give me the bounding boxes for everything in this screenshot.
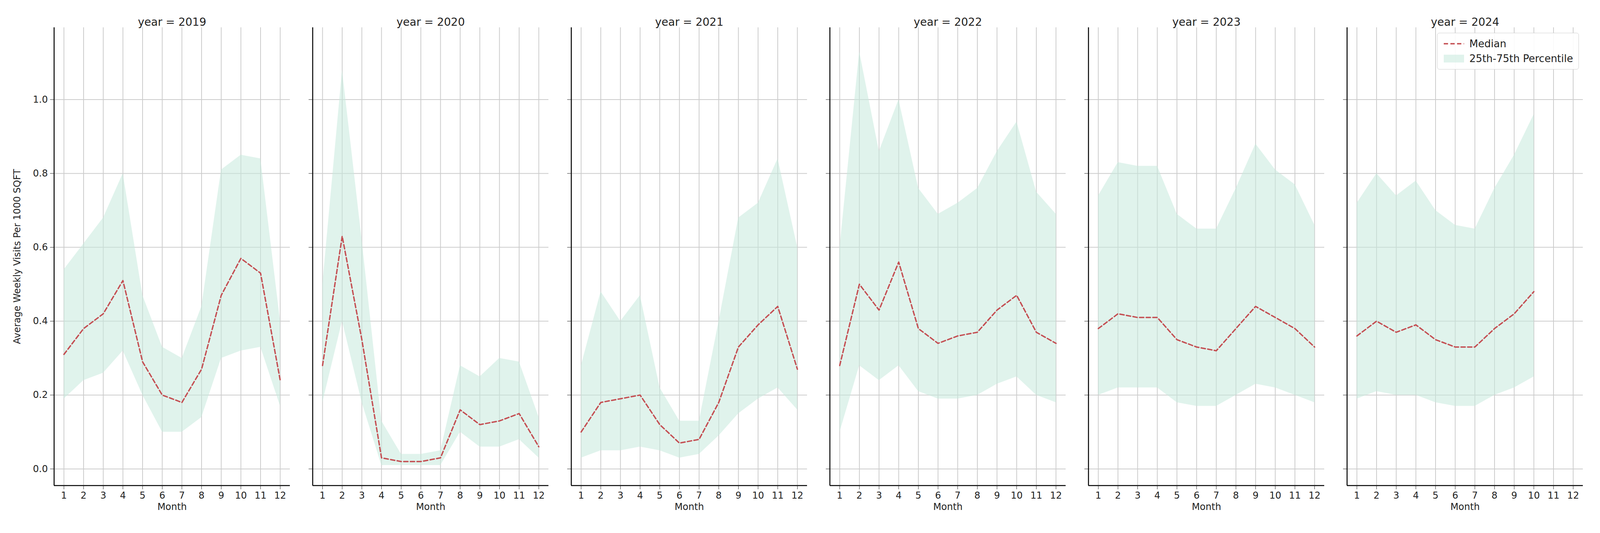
svg-text:8: 8	[974, 490, 981, 502]
svg-text:12: 12	[791, 490, 804, 502]
svg-text:2: 2	[80, 490, 87, 502]
svg-text:10: 10	[751, 490, 765, 502]
svg-text:3: 3	[617, 490, 624, 502]
svg-text:9: 9	[994, 490, 1000, 502]
svg-text:7: 7	[1213, 490, 1220, 502]
svg-text:Month: Month	[674, 501, 704, 513]
svg-text:10: 10	[493, 490, 506, 502]
svg-text:1: 1	[836, 490, 843, 502]
svg-text:7: 7	[1471, 490, 1478, 502]
svg-text:7: 7	[437, 490, 444, 502]
svg-text:6: 6	[1452, 490, 1459, 502]
svg-text:7: 7	[178, 490, 185, 502]
svg-text:0.4: 0.4	[32, 315, 48, 327]
svg-text:4: 4	[895, 490, 902, 502]
svg-text:1: 1	[578, 490, 584, 502]
svg-text:Average Weekly Visits Per 1000: Average Weekly Visits Per 1000 SQFT	[11, 168, 23, 345]
svg-text:8: 8	[198, 490, 205, 502]
svg-text:12: 12	[1308, 490, 1321, 502]
svg-text:0.8: 0.8	[32, 167, 48, 179]
svg-text:1: 1	[319, 490, 326, 502]
svg-text:11: 11	[1547, 490, 1560, 502]
svg-text:10: 10	[1269, 490, 1282, 502]
svg-text:12: 12	[532, 490, 545, 502]
svg-text:6: 6	[417, 490, 424, 502]
svg-text:6: 6	[159, 490, 166, 502]
svg-text:4: 4	[378, 490, 385, 502]
svg-text:Month: Month	[933, 501, 963, 513]
svg-text:5: 5	[1173, 490, 1180, 502]
svg-text:5: 5	[915, 490, 922, 502]
svg-text:year = 2021: year = 2021	[655, 15, 724, 29]
svg-text:12: 12	[274, 490, 287, 502]
svg-text:year = 2023: year = 2023	[1172, 15, 1241, 29]
svg-text:9: 9	[735, 490, 742, 502]
svg-text:2: 2	[1373, 490, 1380, 502]
svg-text:11: 11	[513, 490, 526, 502]
svg-text:10: 10	[1527, 490, 1540, 502]
svg-text:0.0: 0.0	[32, 463, 48, 475]
svg-text:2: 2	[597, 490, 604, 502]
svg-text:11: 11	[1289, 490, 1302, 502]
svg-text:2: 2	[339, 490, 345, 502]
svg-text:3: 3	[876, 490, 883, 502]
svg-text:6: 6	[1193, 490, 1200, 502]
svg-text:11: 11	[771, 490, 784, 502]
svg-text:3: 3	[100, 490, 107, 502]
svg-text:year = 2020: year = 2020	[396, 15, 465, 29]
svg-text:5: 5	[1432, 490, 1439, 502]
svg-text:2: 2	[856, 490, 863, 502]
svg-text:1: 1	[60, 490, 67, 502]
svg-text:11: 11	[254, 490, 267, 502]
svg-text:0.6: 0.6	[32, 241, 48, 253]
svg-text:year = 2024: year = 2024	[1430, 15, 1500, 29]
svg-text:4: 4	[1154, 490, 1161, 502]
svg-text:year = 2019: year = 2019	[137, 15, 207, 29]
svg-text:5: 5	[656, 490, 663, 502]
svg-text:5: 5	[398, 490, 404, 502]
svg-text:10: 10	[1010, 490, 1023, 502]
svg-text:9: 9	[1511, 490, 1518, 502]
svg-text:8: 8	[1491, 490, 1498, 502]
svg-text:1: 1	[1353, 490, 1360, 502]
svg-text:Month: Month	[1191, 501, 1222, 513]
svg-text:Month: Month	[416, 501, 446, 513]
svg-text:8: 8	[1232, 490, 1239, 502]
svg-text:Month: Month	[157, 501, 187, 513]
svg-text:8: 8	[457, 490, 463, 502]
html-text:Median: Median	[1469, 37, 1507, 50]
svg-text:5: 5	[139, 490, 146, 502]
svg-text:7: 7	[696, 490, 702, 502]
svg-text:year = 2022: year = 2022	[913, 15, 983, 29]
svg-text:4: 4	[1412, 490, 1419, 502]
svg-text:4: 4	[637, 490, 643, 502]
svg-text:3: 3	[1393, 490, 1400, 502]
svg-text:0.2: 0.2	[32, 389, 48, 401]
svg-text:6: 6	[676, 490, 683, 502]
svg-text:1: 1	[1095, 490, 1102, 502]
svg-text:6: 6	[935, 490, 942, 502]
svg-text:9: 9	[218, 490, 225, 502]
svg-text:11: 11	[1030, 490, 1043, 502]
svg-text:12: 12	[1567, 490, 1580, 502]
svg-text:Month: Month	[1450, 501, 1480, 513]
svg-text:9: 9	[1252, 490, 1259, 502]
svg-text:4: 4	[119, 490, 126, 502]
svg-text:7: 7	[954, 490, 961, 502]
svg-text:12: 12	[1050, 490, 1063, 502]
svg-text:2: 2	[1114, 490, 1121, 502]
svg-text:9: 9	[476, 490, 483, 502]
svg-text:3: 3	[1134, 490, 1141, 502]
html-text:25th-75th Percentile: 25th-75th Percentile	[1469, 52, 1574, 65]
svg-text:10: 10	[234, 490, 247, 502]
svg-text:8: 8	[715, 490, 722, 502]
svg-text:1.0: 1.0	[32, 94, 48, 106]
svg-text:3: 3	[358, 490, 365, 502]
